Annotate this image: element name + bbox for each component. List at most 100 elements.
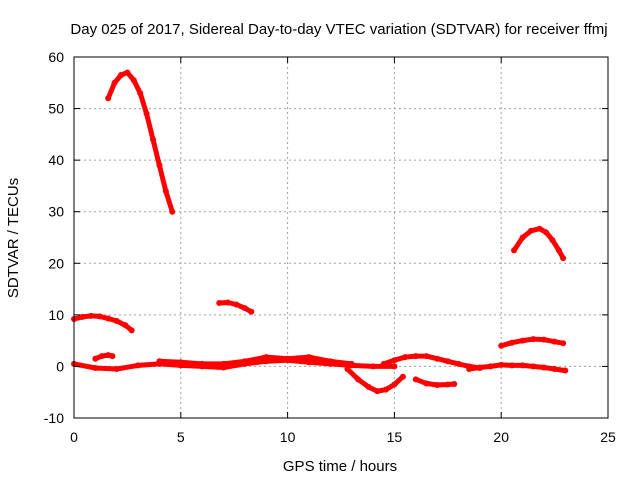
data-point	[370, 363, 377, 370]
data-point	[365, 384, 372, 391]
data-point	[137, 90, 144, 97]
data-point	[241, 358, 248, 365]
data-point	[476, 364, 483, 371]
data-point	[92, 355, 99, 362]
x-tick-label: 10	[280, 429, 296, 445]
data-point	[135, 362, 142, 369]
plot-frame	[73, 56, 609, 419]
data-point	[143, 110, 150, 117]
data-point	[451, 380, 458, 387]
x-tick-label: 15	[387, 429, 403, 445]
data-point	[562, 367, 569, 374]
data-point	[498, 342, 505, 349]
series-arc-12	[466, 362, 568, 374]
data-point	[344, 366, 351, 373]
data-point	[536, 225, 543, 232]
data-point	[169, 208, 176, 215]
data-point	[412, 353, 419, 360]
x-axis-label: GPS time / hours	[283, 458, 397, 475]
y-tick-label: 50	[48, 101, 64, 117]
data-point	[263, 354, 270, 361]
data-point	[391, 363, 398, 370]
y-tick-label: -10	[44, 410, 64, 426]
data-point	[530, 336, 537, 343]
data-point	[105, 95, 112, 102]
data-point	[382, 386, 389, 393]
y-tick-label: 60	[48, 49, 64, 65]
data-point	[96, 313, 103, 320]
data-point	[560, 340, 567, 347]
data-point	[124, 69, 131, 76]
data-point	[455, 360, 462, 367]
data-point	[98, 353, 105, 360]
data-point	[284, 355, 291, 362]
data-point	[519, 362, 526, 369]
data-point	[498, 361, 505, 368]
data-point	[444, 381, 451, 388]
data-point	[508, 362, 515, 369]
x-tick-label: 25	[600, 429, 616, 445]
data-point	[355, 376, 362, 383]
data-point	[380, 360, 387, 367]
x-tick-label: 0	[70, 429, 78, 445]
data-point	[79, 313, 86, 320]
data-point	[220, 360, 227, 367]
data-point	[434, 355, 441, 362]
data-point	[508, 339, 515, 346]
data-point	[540, 364, 547, 371]
data-point	[305, 354, 312, 361]
data-point	[248, 308, 255, 315]
data-point	[511, 247, 518, 254]
y-axis-label: SDTVAR / TECUs	[5, 178, 22, 298]
series-arc-4	[511, 226, 566, 261]
x-tick-label: 20	[493, 429, 509, 445]
data-point	[540, 336, 547, 343]
data-point	[466, 366, 473, 373]
y-tick-label: 0	[56, 358, 64, 374]
data-point	[519, 337, 526, 344]
data-point	[348, 360, 355, 367]
y-tick-label: 10	[48, 307, 64, 323]
series-arc-8	[156, 354, 355, 367]
data-point	[444, 358, 451, 365]
chart-title: Day 025 of 2017, Sidereal Day-to-day VTE…	[70, 21, 607, 38]
data-point	[105, 315, 112, 322]
data-point	[216, 299, 223, 306]
data-point	[92, 364, 99, 371]
data-point	[551, 366, 558, 373]
data-point	[528, 227, 535, 234]
data-point	[560, 255, 567, 262]
data-point	[519, 234, 526, 241]
data-point	[111, 79, 118, 86]
data-point	[233, 301, 240, 308]
data-point	[551, 338, 558, 345]
data-point	[374, 388, 381, 395]
data-point	[156, 358, 163, 365]
axis-ticks: 0 5 10 15 20 25 -10 0 10 20 30 40 50 60	[44, 49, 616, 445]
data-point	[434, 381, 441, 388]
x-tick-label: 5	[177, 429, 185, 445]
data-point	[423, 380, 430, 387]
data-point	[402, 354, 409, 361]
y-tick-label: 20	[48, 255, 64, 271]
data-point	[224, 299, 231, 306]
series-arc-10	[381, 353, 483, 371]
data-point	[162, 188, 169, 195]
y-tick-label: 40	[48, 152, 64, 168]
data-point	[327, 358, 334, 365]
data-point	[117, 72, 124, 79]
data-point	[109, 353, 116, 360]
data-point	[199, 360, 206, 367]
y-tick-label: 30	[48, 204, 64, 220]
data-point	[487, 363, 494, 370]
data-point	[241, 305, 248, 312]
data-point	[549, 237, 556, 244]
data-point	[113, 318, 120, 325]
data-point	[130, 77, 137, 84]
data-point	[128, 327, 135, 334]
data-point	[530, 363, 537, 370]
data-point	[305, 359, 312, 366]
data-point	[412, 376, 419, 383]
data-point	[113, 366, 120, 373]
